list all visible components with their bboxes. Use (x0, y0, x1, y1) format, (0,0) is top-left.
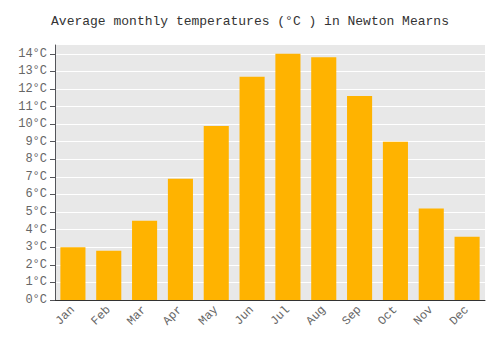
svg-text:10°C: 10°C (18, 117, 47, 131)
svg-text:14°C: 14°C (18, 47, 47, 61)
svg-text:Jul: Jul (268, 303, 293, 328)
svg-text:0°C: 0°C (25, 293, 47, 307)
svg-text:12°C: 12°C (18, 82, 47, 96)
svg-text:Nov: Nov (411, 303, 436, 328)
svg-text:8°C: 8°C (25, 152, 47, 166)
svg-text:Oct: Oct (375, 303, 400, 328)
svg-text:Jun: Jun (232, 303, 257, 328)
svg-text:Jan: Jan (53, 303, 78, 328)
svg-text:Sep: Sep (339, 303, 364, 328)
svg-text:9°C: 9°C (25, 135, 47, 149)
svg-text:3°C: 3°C (25, 240, 47, 254)
svg-text:4°C: 4°C (25, 223, 47, 237)
svg-text:Feb: Feb (89, 303, 114, 328)
svg-text:Aug: Aug (304, 303, 329, 328)
svg-text:13°C: 13°C (18, 64, 47, 78)
svg-text:Apr: Apr (160, 303, 185, 328)
svg-text:5°C: 5°C (25, 205, 47, 219)
svg-text:6°C: 6°C (25, 187, 47, 201)
svg-text:May: May (196, 303, 221, 328)
svg-text:7°C: 7°C (25, 170, 47, 184)
svg-text:1°C: 1°C (25, 275, 47, 289)
svg-text:Dec: Dec (447, 303, 472, 328)
svg-text:Mar: Mar (124, 303, 149, 328)
svg-text:2°C: 2°C (25, 258, 47, 272)
svg-text:11°C: 11°C (18, 100, 47, 114)
svg-text:Average monthly temperatures (: Average monthly temperatures (°C ) in Ne… (51, 14, 449, 29)
